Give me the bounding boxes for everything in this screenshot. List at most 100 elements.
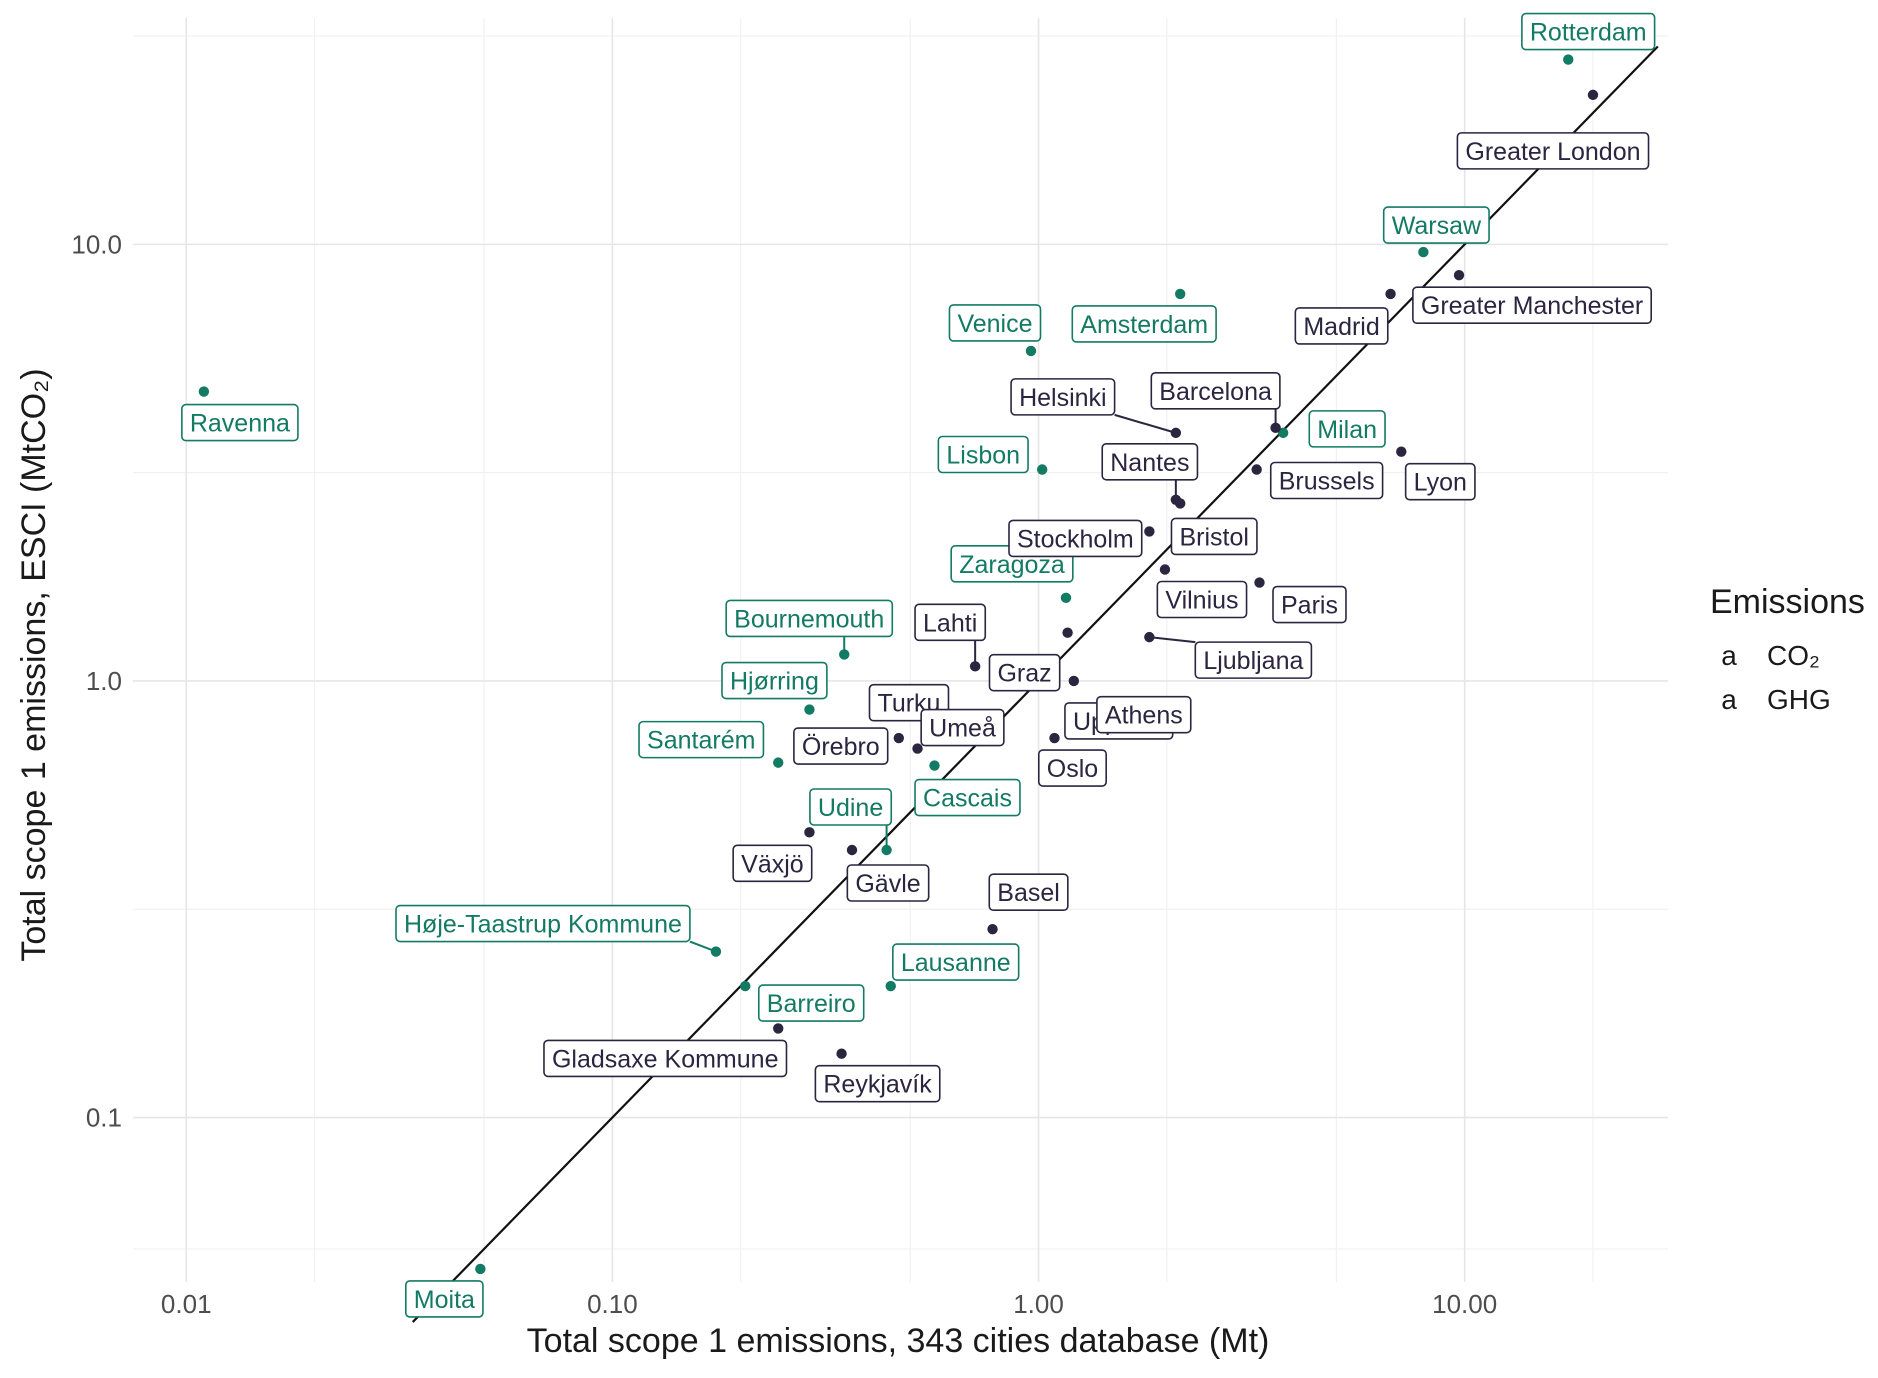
point-uppsala [1068,675,1080,687]
legend: Emissions a CO₂ a GHG [1710,583,1865,715]
label-text-venice: Venice [957,310,1032,338]
label-text-milan: Milan [1317,416,1377,444]
label-box-vilnius [1156,580,1248,619]
label-h-je-taastrup-kommune: Høje-Taastrup Kommune [395,904,691,943]
label-greater-london: Greater London [1456,132,1650,170]
label-box-madrid [1294,307,1389,345]
connector-ljubljana [1149,636,1196,644]
label-moita: Moita [404,1280,484,1318]
label-box-reykjavik [814,1064,941,1103]
label-box-paris [1272,585,1347,624]
y-tick-label: 10.0 [71,229,122,259]
label-box-graz [988,653,1061,692]
point-helsinki [1170,427,1182,439]
label-athens: Athens [1096,695,1192,734]
point-udine [881,844,892,856]
label-box-basel [988,873,1069,911]
point-amsterdam [1174,288,1186,300]
label-box-orebro [793,727,889,765]
label-greater-manchester: Greater Manchester [1412,286,1653,324]
label-text-barcelona: Barcelona [1159,378,1272,406]
label-box-lausanne [892,943,1020,981]
point-madrid [1385,288,1396,300]
label-text-brussels: Brussels [1279,468,1375,496]
label-box-gladsaxe-kommune [543,1039,788,1078]
label-text-moita: Moita [414,1286,475,1314]
label-text-umea: Umeå [929,715,996,743]
label-text-amsterdam: Amsterdam [1080,311,1208,339]
label-text-basel: Basel [997,879,1060,907]
x-tick-label: 1.00 [1013,1289,1064,1319]
label-box-lyon [1404,462,1476,501]
label-box-cascais [914,778,1021,817]
label-text-gladsaxe-kommune: Gladsaxe Kommune [552,1045,779,1073]
label-graz: Graz [988,653,1061,692]
label-text-santarem: Santarém [647,727,755,755]
label-barreiro: Barreiro [757,984,865,1022]
label-text-graz: Graz [997,660,1051,688]
point-basel [987,923,998,935]
label-box-barreiro [757,984,865,1022]
point-milan [1277,427,1289,439]
point-lahti [969,661,981,672]
label-box-bournemouth [725,599,894,638]
label-text-reykjavik: Reykjavík [823,1071,932,1099]
major-gridlines [133,18,1668,1282]
point-graz [1062,627,1073,638]
label-text-gavle: Gävle [855,870,920,898]
legend-key-ghg: a [1721,684,1737,715]
point-bournemouth [839,649,850,660]
label-reykjavik: Reykjavík [814,1064,941,1103]
point-barcelona [1270,422,1281,434]
label-umea: Umeå [920,708,1005,747]
point-vilnius [1159,564,1171,575]
x-axis-tick-labels: 0.01 0.10 1.00 10.00 [161,1289,1497,1319]
y-axis-title: Total scope 1 emissions, ESCI (MtCO₂) [15,368,53,961]
label-text-madrid: Madrid [1303,313,1379,341]
label-box-stockholm [1008,519,1143,558]
point-ravenna [198,386,210,397]
label-box-hj-rring [721,661,828,700]
label-box-amsterdam [1071,305,1217,343]
label-box-venice [948,304,1042,342]
x-tick-label: 10.00 [1432,1289,1497,1319]
label-text-lisbon: Lisbon [946,442,1020,470]
label-box-udine [809,788,893,826]
x-axis-title: Total scope 1 emissions, 343 cities data… [527,1322,1270,1360]
point-vaxjo [804,827,815,838]
label-oslo: Oslo [1037,749,1107,787]
label-text-ravenna: Ravenna [190,410,290,438]
point-reykjavik [836,1048,847,1059]
label-box-lisbon [937,435,1029,474]
label-lisbon: Lisbon [937,435,1029,474]
label-lyon: Lyon [1404,462,1476,501]
label-box-santarem [638,720,765,759]
label-box-ravenna [181,403,299,442]
label-box-moita [404,1280,484,1318]
y-tick-label: 0.1 [86,1103,122,1133]
label-box-greater-manchester [1412,286,1653,324]
point-lausanne [885,980,896,992]
point-hj-rring [804,704,815,715]
label-warsaw: Warsaw [1382,206,1490,244]
x-tick-label: 0.10 [587,1289,638,1319]
label-text-vaxjo: Växjö [741,850,804,878]
label-box-warsaw [1382,206,1490,244]
point-brussels [1251,464,1262,475]
label-text-ljubljana: Ljubljana [1203,647,1303,675]
label-paris: Paris [1272,585,1347,624]
label-text-greater-london: Greater London [1465,138,1640,166]
label-text-nantes: Nantes [1110,449,1189,477]
label-text-stockholm: Stockholm [1017,525,1134,553]
label-barcelona: Barcelona [1150,372,1281,410]
point-rotterdam [1563,54,1574,65]
label-stockholm: Stockholm [1008,519,1143,558]
point-umea [912,743,923,754]
label-text-h-je-taastrup-kommune: Høje-Taastrup Kommune [404,911,682,939]
label-box-athens [1096,695,1192,734]
point-moita [475,1263,486,1275]
point-greater-london [1587,89,1599,101]
point-cascais [929,760,940,771]
label-text-warsaw: Warsaw [1392,212,1482,240]
